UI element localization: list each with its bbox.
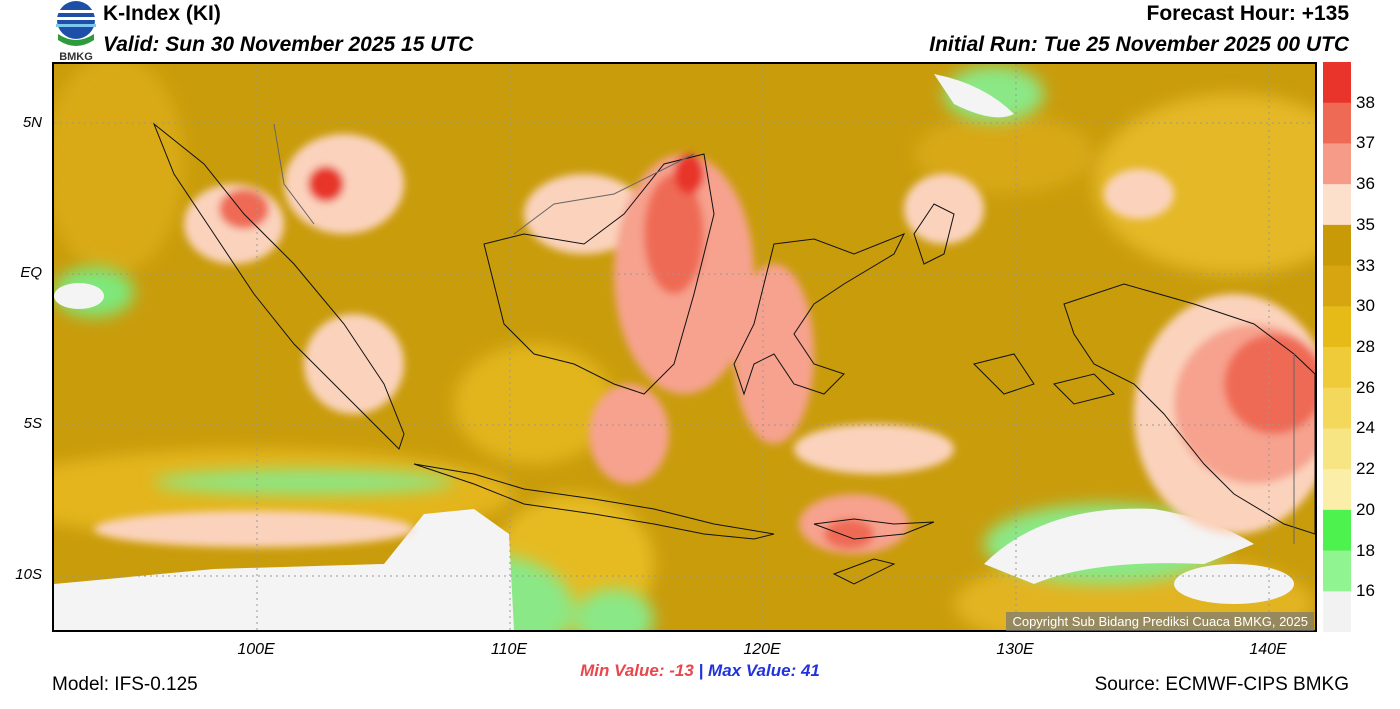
- borders: [273, 123, 1295, 544]
- lon-label-110e: 110E: [490, 641, 528, 658]
- model-name: Model: IFS-0.125: [52, 674, 198, 695]
- lat-label-eq: EQ: [20, 264, 42, 281]
- value-stats: Min Value: -13 | Max Value: 41: [0, 661, 1400, 681]
- bmkg-logo: BMKG: [52, 0, 100, 63]
- forecast-hour: Forecast Hour: +135: [1146, 2, 1350, 25]
- field-yellow-regions: [54, 64, 1315, 630]
- colorbar-label: 33: [1356, 255, 1375, 275]
- colorbar-label: 18: [1356, 540, 1375, 560]
- colorbar-swatch: [1323, 591, 1351, 633]
- colorbar-label: 28: [1356, 337, 1375, 356]
- colorbar: [1323, 62, 1351, 633]
- lat-label-5n: 5N: [22, 114, 42, 131]
- colorbar-swatch: [1323, 62, 1351, 104]
- colorbar-swatch: [1323, 184, 1351, 226]
- colorbar-label: 38: [1356, 92, 1375, 112]
- copyright-notice: Copyright Sub Bidang Prediksi Cuaca BMKG…: [1006, 612, 1314, 631]
- colorbar-label: 16: [1356, 581, 1375, 601]
- map-title: K-Index (KI): [103, 2, 221, 25]
- lon-label-100e: 100E: [237, 641, 275, 658]
- colorbar-label: 22: [1356, 459, 1375, 479]
- k-index-map: [52, 62, 1317, 632]
- colorbar-label: 36: [1356, 174, 1375, 194]
- colorbar-swatch: [1323, 306, 1351, 348]
- colorbar-label: 20: [1356, 499, 1375, 519]
- initial-run: Initial Run: Tue 25 November 2025 00 UTC: [929, 33, 1349, 56]
- lon-label-140e: 140E: [1249, 641, 1287, 658]
- colorbar-label: 35: [1356, 214, 1375, 234]
- colorbar-swatch: [1323, 143, 1351, 185]
- min-value: Min Value: -13: [580, 661, 694, 680]
- max-value: Max Value: 41: [708, 661, 820, 680]
- colorbar-swatch: [1323, 387, 1351, 429]
- colorbar-swatch: [1323, 347, 1351, 389]
- gridlines: [54, 64, 1315, 630]
- coastlines: [152, 122, 1315, 585]
- stats-separator: |: [698, 661, 704, 680]
- colorbar-swatch: [1323, 550, 1351, 592]
- colorbar-swatch: [1323, 102, 1351, 144]
- colorbar-swatch: [1323, 428, 1351, 470]
- lat-label-5s: 5S: [23, 415, 42, 432]
- logo-text: BMKG: [59, 51, 93, 62]
- lon-label-130e: 130E: [996, 641, 1034, 658]
- colorbar-swatch: [1323, 265, 1351, 307]
- lon-label-120e: 120E: [743, 641, 781, 658]
- data-source: Source: ECMWF-CIPS BMKG: [1094, 674, 1349, 695]
- colorbar-swatch: [1323, 509, 1351, 552]
- field-low-values: [54, 74, 1294, 630]
- lat-label-10s: 10S: [15, 566, 42, 583]
- colorbar-swatch: [1323, 224, 1351, 267]
- colorbar-label: 30: [1356, 296, 1375, 316]
- colorbar-label: 24: [1356, 418, 1375, 438]
- valid-time: Valid: Sun 30 November 2025 15 UTC: [103, 33, 474, 56]
- colorbar-swatch: [1323, 469, 1351, 511]
- colorbar-label: 26: [1356, 377, 1375, 397]
- colorbar-label: 37: [1356, 133, 1375, 153]
